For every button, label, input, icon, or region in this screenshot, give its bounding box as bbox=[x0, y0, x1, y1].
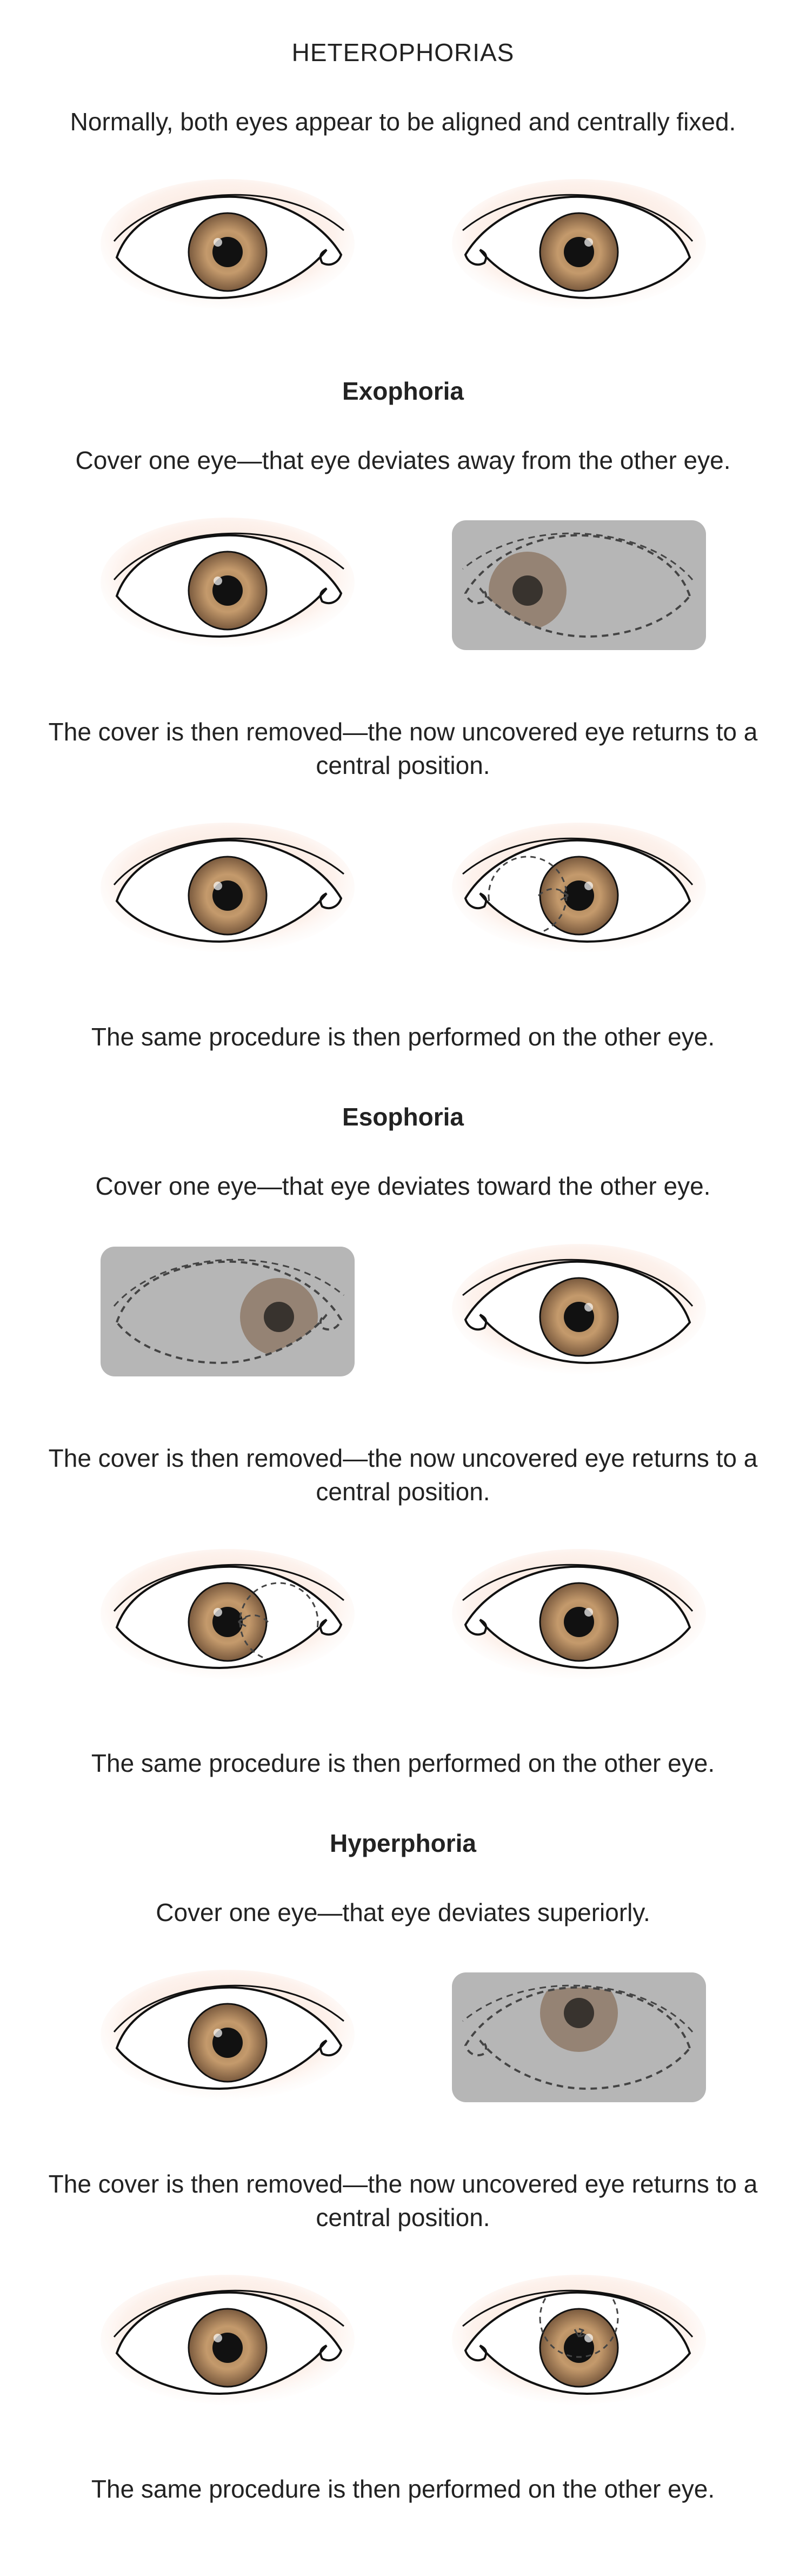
eso-s2-left bbox=[452, 1546, 706, 1687]
eye-svg bbox=[452, 515, 706, 655]
eye-svg bbox=[101, 1546, 355, 1687]
exophoria-step2-text: The cover is then removed—the now uncove… bbox=[16, 715, 790, 782]
eye-svg bbox=[452, 176, 706, 317]
exo-s2-left bbox=[452, 820, 706, 961]
eye-svg bbox=[101, 1241, 355, 1382]
page: HETEROPHORIAS Normally, both eyes appear… bbox=[0, 0, 806, 2576]
eye-svg bbox=[452, 1967, 706, 2108]
eye-left-normal bbox=[452, 176, 706, 317]
hyperphoria-step2-row bbox=[16, 2272, 790, 2413]
hyp-s2-right bbox=[101, 2272, 355, 2413]
esophoria-step1-text: Cover one eye—that eye deviates toward t… bbox=[16, 1169, 790, 1203]
exo-s2-right bbox=[101, 820, 355, 961]
eye-svg bbox=[452, 820, 706, 961]
eye-svg bbox=[101, 515, 355, 655]
eye-svg bbox=[101, 1967, 355, 2108]
exophoria-step1-row bbox=[16, 515, 790, 655]
eso-s1-right bbox=[101, 1241, 355, 1382]
eye-right-normal bbox=[101, 176, 355, 317]
hyperphoria-step1-text: Cover one eye—that eye deviates superior… bbox=[16, 1896, 790, 1929]
exo-s1-right bbox=[101, 515, 355, 655]
eye-svg bbox=[452, 1546, 706, 1687]
hyperphoria-step1-row bbox=[16, 1967, 790, 2108]
eye-svg bbox=[101, 2272, 355, 2413]
exophoria-step3-text: The same procedure is then performed on … bbox=[16, 1020, 790, 1054]
exo-s1-left bbox=[452, 515, 706, 655]
hyp-s1-right bbox=[101, 1967, 355, 2108]
eso-s2-right bbox=[101, 1546, 355, 1687]
eye-svg bbox=[101, 176, 355, 317]
eye-svg bbox=[101, 820, 355, 961]
eso-s1-left bbox=[452, 1241, 706, 1382]
exophoria-step2-row bbox=[16, 820, 790, 961]
hyperphoria-title: Hyperphoria bbox=[16, 1829, 790, 1858]
intro-text: Normally, both eyes appear to be aligned… bbox=[16, 105, 790, 138]
eye-svg bbox=[452, 2272, 706, 2413]
esophoria-title: Esophoria bbox=[16, 1102, 790, 1131]
hyp-s1-left bbox=[452, 1967, 706, 2108]
eye-svg bbox=[452, 1241, 706, 1382]
exophoria-title: Exophoria bbox=[16, 376, 790, 406]
esophoria-step3-text: The same procedure is then performed on … bbox=[16, 1746, 790, 1780]
hyp-s2-left bbox=[452, 2272, 706, 2413]
eye-row-normal bbox=[16, 176, 790, 317]
hyperphoria-step3-text: The same procedure is then performed on … bbox=[16, 2472, 790, 2506]
esophoria-step2-text: The cover is then removed—the now uncove… bbox=[16, 1441, 790, 1508]
exophoria-step1-text: Cover one eye—that eye deviates away fro… bbox=[16, 443, 790, 477]
esophoria-step1-row bbox=[16, 1241, 790, 1382]
hyperphoria-step2-text: The cover is then removed—the now uncove… bbox=[16, 2167, 790, 2234]
esophoria-step2-row bbox=[16, 1546, 790, 1687]
main-title: HETEROPHORIAS bbox=[16, 38, 790, 67]
